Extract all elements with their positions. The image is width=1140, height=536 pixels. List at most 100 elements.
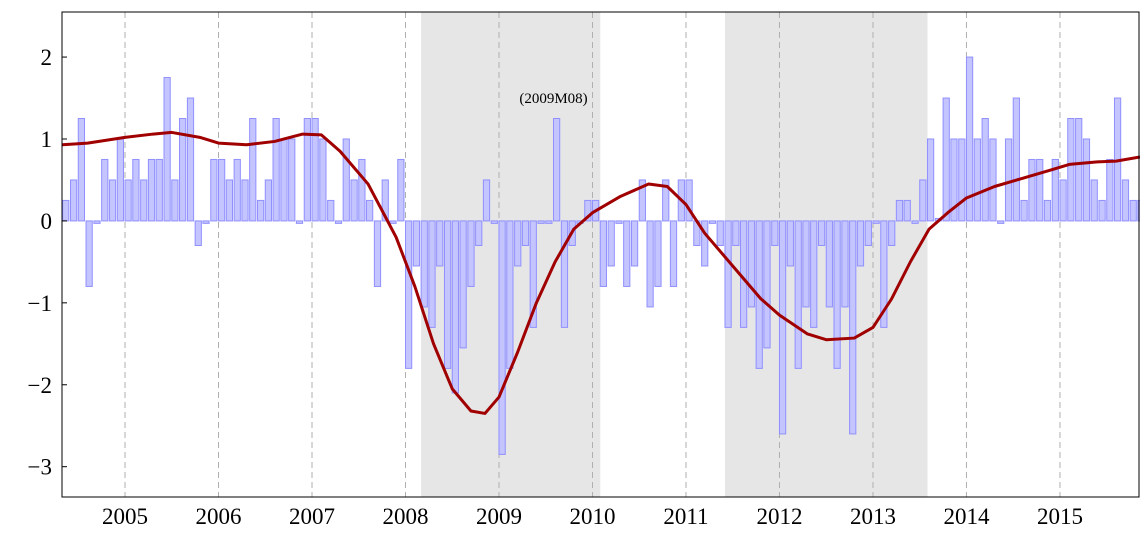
plot-frame bbox=[61, 11, 1140, 498]
x-tick-label: 2010 bbox=[569, 504, 615, 529]
bar bbox=[171, 179, 179, 222]
bar bbox=[249, 118, 257, 222]
y-tick-label: −3 bbox=[28, 455, 52, 480]
bar bbox=[997, 220, 1005, 224]
bar bbox=[802, 220, 810, 308]
bar bbox=[506, 220, 514, 369]
bar bbox=[319, 138, 327, 222]
bar bbox=[1075, 118, 1083, 222]
bar bbox=[545, 220, 553, 224]
bar bbox=[443, 220, 452, 369]
bar bbox=[810, 220, 818, 328]
y-tick-label: 1 bbox=[41, 127, 53, 152]
bar bbox=[942, 97, 950, 222]
bar bbox=[747, 220, 756, 308]
bar bbox=[186, 97, 195, 222]
bar bbox=[412, 220, 420, 267]
bar bbox=[116, 138, 124, 222]
bar bbox=[1051, 158, 1059, 222]
bar bbox=[405, 220, 413, 369]
annotation: (2009M08) bbox=[519, 91, 587, 107]
bar bbox=[708, 220, 717, 224]
bar bbox=[140, 179, 148, 222]
bar bbox=[825, 220, 833, 308]
x-tick-label: 2015 bbox=[1037, 504, 1083, 529]
bar bbox=[366, 199, 374, 222]
bar bbox=[662, 179, 670, 222]
bar bbox=[763, 220, 771, 349]
bar bbox=[895, 199, 904, 222]
bar bbox=[553, 118, 561, 222]
bar bbox=[451, 220, 459, 394]
bar bbox=[560, 220, 569, 328]
bar bbox=[514, 220, 522, 267]
bar bbox=[225, 179, 234, 222]
bar bbox=[958, 138, 966, 222]
bar bbox=[1020, 199, 1028, 222]
bar bbox=[701, 220, 709, 267]
bar bbox=[381, 179, 389, 222]
bar bbox=[973, 138, 981, 222]
bar bbox=[342, 138, 350, 222]
bar bbox=[241, 179, 249, 222]
bar bbox=[872, 220, 880, 224]
bar bbox=[295, 220, 304, 224]
bar bbox=[93, 220, 101, 224]
bar bbox=[864, 220, 872, 246]
bar bbox=[903, 199, 911, 222]
bar bbox=[498, 220, 506, 455]
bar bbox=[101, 158, 109, 222]
bar bbox=[794, 220, 802, 369]
x-tick-label: 2014 bbox=[943, 504, 990, 529]
bar bbox=[615, 220, 623, 224]
bar bbox=[888, 220, 896, 246]
bar bbox=[856, 220, 865, 267]
bar bbox=[669, 220, 678, 287]
bar bbox=[584, 199, 592, 222]
bar bbox=[179, 118, 187, 222]
bar bbox=[373, 220, 382, 287]
bar bbox=[1028, 158, 1036, 222]
bar bbox=[638, 179, 646, 222]
bar bbox=[77, 118, 86, 222]
bar bbox=[1098, 199, 1106, 222]
bar bbox=[389, 220, 397, 224]
y-tick-label: 0 bbox=[41, 209, 53, 234]
x-tick-label: 2013 bbox=[850, 504, 896, 529]
bar bbox=[537, 220, 545, 224]
bar bbox=[428, 220, 436, 328]
bar bbox=[778, 220, 787, 435]
x-tick-label: 2007 bbox=[289, 504, 335, 529]
bar bbox=[210, 158, 218, 222]
y-tick-label: 2 bbox=[41, 45, 53, 70]
bar bbox=[397, 158, 405, 222]
x-tick-label: 2011 bbox=[663, 504, 708, 529]
x-tick-label: 2012 bbox=[756, 504, 802, 529]
bar bbox=[490, 220, 498, 224]
y-tick-label: −1 bbox=[28, 291, 52, 316]
bar bbox=[646, 220, 654, 308]
bar bbox=[623, 220, 631, 287]
bar bbox=[724, 220, 732, 328]
bar bbox=[521, 220, 530, 246]
bar bbox=[62, 199, 70, 222]
bar bbox=[1043, 199, 1052, 222]
bar bbox=[202, 220, 210, 224]
bar bbox=[685, 179, 693, 222]
bar bbox=[1004, 138, 1013, 222]
bar bbox=[786, 220, 794, 267]
bar bbox=[926, 138, 935, 222]
bar bbox=[124, 179, 132, 222]
bar bbox=[280, 138, 288, 222]
bar bbox=[288, 138, 296, 222]
bar bbox=[919, 179, 927, 222]
y-tick-label: −2 bbox=[28, 373, 52, 398]
bar bbox=[272, 118, 280, 222]
bar bbox=[817, 220, 826, 246]
bar bbox=[607, 220, 615, 267]
bar bbox=[218, 158, 226, 222]
bar bbox=[482, 179, 491, 222]
bar bbox=[1012, 97, 1020, 222]
bar bbox=[833, 220, 841, 369]
